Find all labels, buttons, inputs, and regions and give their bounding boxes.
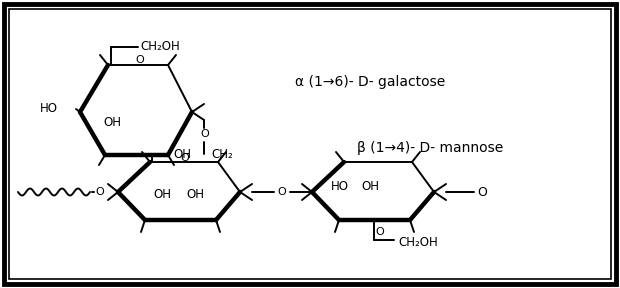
Text: OH: OH: [361, 181, 379, 194]
Text: OH: OH: [153, 189, 171, 202]
Text: α (1→6)- D- galactose: α (1→6)- D- galactose: [295, 75, 445, 89]
Text: OH: OH: [186, 189, 204, 202]
Text: O: O: [278, 187, 286, 197]
Text: O: O: [180, 153, 189, 163]
Text: HO: HO: [40, 101, 58, 115]
Text: OH: OH: [103, 115, 121, 128]
Text: O: O: [477, 185, 487, 198]
Text: CH₂: CH₂: [211, 147, 233, 160]
Text: O: O: [136, 55, 144, 65]
Text: O: O: [376, 227, 384, 237]
Text: O: O: [95, 187, 104, 197]
Text: OH: OH: [173, 147, 191, 160]
Text: CH₂OH: CH₂OH: [398, 236, 438, 249]
FancyBboxPatch shape: [4, 4, 616, 284]
Text: O: O: [201, 129, 210, 139]
Text: CH₂OH: CH₂OH: [140, 41, 180, 54]
Text: β (1→4)- D- mannose: β (1→4)- D- mannose: [357, 141, 503, 155]
Text: HO: HO: [331, 181, 349, 194]
